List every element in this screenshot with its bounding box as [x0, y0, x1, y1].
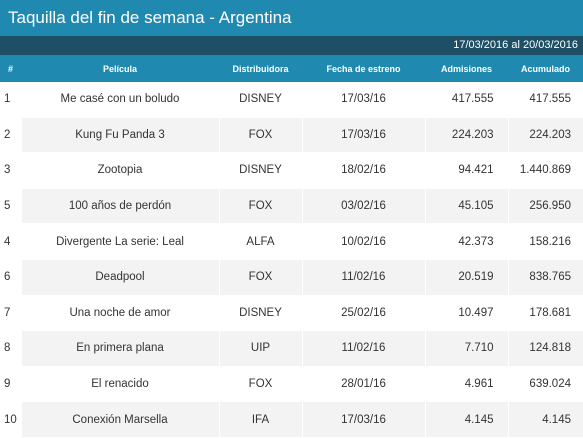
column-header-distributor[interactable]: Distribuidora — [219, 55, 302, 82]
column-header-admissions[interactable]: Admisiones — [425, 55, 508, 82]
cell-accumulated: 838.765 — [507, 259, 583, 296]
cell-accumulated: 639.024 — [507, 366, 583, 403]
cell-movie: El renacido — [20, 366, 219, 403]
cell-rank: 8 — [0, 330, 21, 367]
cell-rank: 7 — [0, 295, 21, 332]
cell-distributor: FOX — [218, 188, 302, 225]
cell-movie: Kung Fu Panda 3 — [20, 117, 219, 154]
widget-title: Taquilla del fin de semana - Argentina — [0, 0, 583, 36]
cell-admissions: 7.710 — [424, 330, 508, 367]
table-row[interactable]: 10 Conexión Marsella IFA 17/03/16 4.145 4.145 — [0, 401, 583, 438]
cell-rank: 9 — [0, 366, 21, 403]
table-header-row: # Película Distribuidora Fecha de estren… — [0, 55, 583, 82]
cell-movie: Divergente La serie: Leal — [20, 223, 219, 260]
cell-rank: 2 — [0, 117, 21, 154]
cell-rank: 10 — [0, 401, 21, 438]
cell-release-date: 25/02/16 — [301, 295, 425, 332]
column-header-movie[interactable]: Película — [21, 55, 219, 82]
cell-admissions: 4.145 — [424, 401, 508, 438]
cell-admissions: 94.421 — [424, 152, 508, 189]
cell-release-date: 11/02/16 — [301, 259, 425, 296]
cell-accumulated: 224.203 — [507, 117, 583, 154]
cell-movie: 100 años de perdón — [20, 188, 219, 225]
cell-movie: Conexión Marsella — [20, 401, 219, 438]
cell-admissions: 42.373 — [424, 223, 508, 260]
table-row[interactable]: 8 En primera plana UIP 11/02/16 7.710 124.818 — [0, 330, 583, 367]
cell-distributor: DISNEY — [218, 82, 302, 118]
cell-admissions: 417.555 — [424, 82, 508, 118]
table-row[interactable]: 7 Una noche de amor DISNEY 25/02/16 10.497 17… — [0, 295, 583, 332]
cell-admissions: 20.519 — [424, 259, 508, 296]
cell-movie: Una noche de amor — [20, 295, 219, 332]
cell-movie: En primera plana — [20, 330, 219, 367]
cell-rank: 6 — [0, 259, 21, 296]
column-header-release-date[interactable]: Fecha de estreno — [302, 55, 425, 82]
cell-admissions: 45.105 — [424, 188, 508, 225]
table-row[interactable]: 6 Deadpool FOX 11/02/16 20.519 838.765 — [0, 259, 583, 296]
cell-release-date: 11/02/16 — [301, 330, 425, 367]
cell-rank: 5 — [0, 188, 21, 225]
cell-distributor: FOX — [218, 117, 302, 154]
cell-distributor: UIP — [218, 330, 302, 367]
cell-accumulated: 124.818 — [507, 330, 583, 367]
table-row[interactable]: 3 Zootopia DISNEY 18/02/16 94.421 1.440.869 — [0, 152, 583, 189]
cell-admissions: 224.203 — [424, 117, 508, 154]
cell-distributor: ALFA — [218, 223, 302, 260]
cell-release-date: 17/03/16 — [301, 401, 425, 438]
cell-rank: 3 — [0, 152, 21, 189]
table-row[interactable]: 4 Divergente La serie: Leal ALFA 10/02/16 42… — [0, 223, 583, 260]
cell-distributor: DISNEY — [218, 295, 302, 332]
cell-accumulated: 178.681 — [507, 295, 583, 332]
cell-accumulated: 4.145 — [507, 401, 583, 438]
cell-accumulated: 158.216 — [507, 223, 583, 260]
cell-accumulated: 1.440.869 — [507, 152, 583, 189]
column-header-accumulated[interactable]: Acumulado — [508, 55, 583, 82]
cell-distributor: FOX — [218, 366, 302, 403]
cell-release-date: 10/02/16 — [301, 223, 425, 260]
cell-rank: 1 — [0, 82, 21, 118]
table-row[interactable]: 1 Me casé con un boludo DISNEY 17/03/16 417.… — [0, 82, 583, 118]
table-row[interactable]: 5 100 años de perdón FOX 03/02/16 45.105 256.… — [0, 188, 583, 225]
box-office-table: # Película Distribuidora Fecha de estren… — [0, 55, 583, 438]
table-row[interactable]: 2 Kung Fu Panda 3 FOX 17/03/16 224.203 224.20… — [0, 117, 583, 154]
date-range: 17/03/2016 al 20/03/2016 — [0, 36, 583, 55]
cell-movie: Zootopia — [20, 152, 219, 189]
cell-release-date: 03/02/16 — [301, 188, 425, 225]
cell-rank: 4 — [0, 223, 21, 260]
table-body: 1 Me casé con un boludo DISNEY 17/03/16 417.… — [0, 82, 583, 438]
cell-distributor: FOX — [218, 259, 302, 296]
cell-movie: Me casé con un boludo — [20, 82, 219, 118]
cell-release-date: 17/03/16 — [301, 117, 425, 154]
cell-release-date: 17/03/16 — [301, 82, 425, 118]
cell-admissions: 4.961 — [424, 366, 508, 403]
cell-release-date: 28/01/16 — [301, 366, 425, 403]
cell-accumulated: 417.555 — [507, 82, 583, 118]
cell-admissions: 10.497 — [424, 295, 508, 332]
cell-distributor: IFA — [218, 401, 302, 438]
cell-distributor: DISNEY — [218, 152, 302, 189]
cell-movie: Deadpool — [20, 259, 219, 296]
table-row[interactable]: 9 El renacido FOX 28/01/16 4.961 639.024 — [0, 366, 583, 403]
cell-accumulated: 256.950 — [507, 188, 583, 225]
column-header-rank[interactable]: # — [0, 55, 21, 82]
cell-release-date: 18/02/16 — [301, 152, 425, 189]
